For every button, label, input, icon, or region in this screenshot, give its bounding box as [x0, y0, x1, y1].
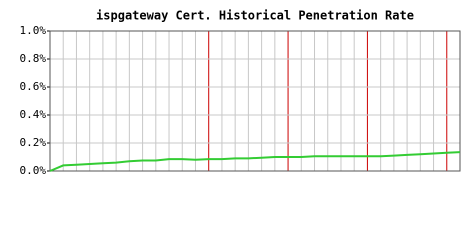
chart-title: ispgateway Cert. Historical Penetration … [96, 9, 414, 23]
y-tick-label: 0.2% [20, 136, 47, 149]
chart: ispgateway Cert. Historical Penetration … [20, 9, 461, 177]
page: {"chart_data": {"type": "line", "title":… [19, 8, 461, 177]
y-tick-label: 0.0% [20, 164, 47, 177]
y-tick-label: 0.8% [20, 52, 47, 65]
y-tick-label: 0.4% [20, 108, 47, 121]
y-tick-label: 0.6% [20, 80, 47, 93]
plot-border [49, 30, 461, 172]
y-tick-label: 1.0% [20, 24, 47, 37]
data-line [49, 151, 461, 172]
plot-area [50, 31, 460, 171]
